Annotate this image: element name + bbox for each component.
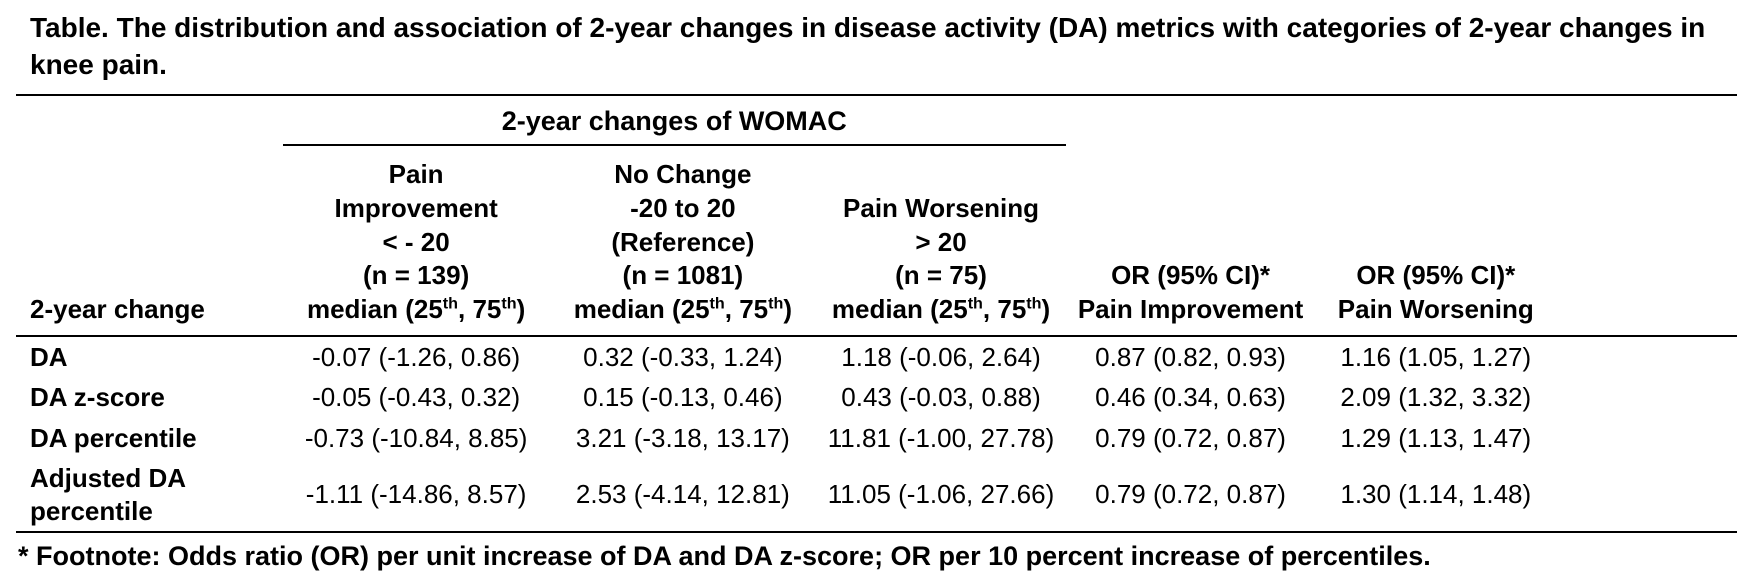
header-line: Pain Worsening bbox=[1337, 294, 1534, 325]
median-text: ) bbox=[1041, 294, 1051, 325]
table-cell: -1.11 (-14.86, 8.57) bbox=[282, 458, 550, 534]
ordinal-suffix: th bbox=[1026, 294, 1042, 313]
column-header-pain-improvement: Pain Improvement < - 20 (n = 139) median… bbox=[282, 145, 550, 337]
median-text: , 75 bbox=[458, 294, 502, 325]
empty-cell bbox=[1066, 96, 1316, 145]
median-label: median (25th, 75th) bbox=[820, 293, 1062, 327]
table-cell: 0.15 (-0.13, 0.46) bbox=[583, 382, 783, 413]
table-row: DA z-score -0.05 (-0.43, 0.32) 0.15 (-0.… bbox=[16, 377, 1737, 418]
table-cell: 0.32 (-0.33, 1.24) bbox=[583, 341, 783, 372]
table-cell: 0.79 (0.72, 0.87) bbox=[1095, 422, 1286, 453]
table-cell: 11.05 (-1.06, 27.66) bbox=[816, 458, 1066, 534]
median-text: ) bbox=[516, 294, 526, 325]
header-line: Improvement bbox=[334, 192, 498, 223]
header-line: < - 20 bbox=[382, 226, 450, 257]
header-line: OR (95% CI)* bbox=[1111, 260, 1270, 291]
filler-cell bbox=[1556, 377, 1737, 418]
column-header-pain-worsening: Pain Worsening > 20 (n = 75) median (25t… bbox=[816, 145, 1066, 337]
ordinal-suffix: th bbox=[768, 294, 784, 313]
header-line: Pain bbox=[388, 159, 444, 189]
ordinal-suffix: th bbox=[967, 294, 983, 313]
table-cell: 0.87 (0.82, 0.93) bbox=[1095, 341, 1286, 372]
table-cell: -0.73 (-10.84, 8.85) bbox=[304, 422, 528, 453]
header-line: No Change bbox=[614, 159, 752, 189]
table-cell: 1.29 (1.13, 1.47) bbox=[1340, 422, 1532, 453]
ordinal-suffix: th bbox=[442, 294, 459, 313]
column-header-2year-change: 2-year change bbox=[16, 145, 283, 337]
median-text: median (25 bbox=[573, 294, 710, 325]
ordinal-suffix: th bbox=[501, 294, 517, 313]
median-text: median (25 bbox=[306, 294, 443, 325]
table-cell: 11.81 (-1.00, 27.78) bbox=[827, 422, 1055, 453]
filler-cell bbox=[1556, 458, 1737, 534]
filler-cell bbox=[1556, 145, 1737, 337]
table-cell: -0.05 (-0.43, 0.32) bbox=[312, 382, 521, 413]
table-row: DA percentile -0.73 (-10.84, 8.85) 3.21 … bbox=[16, 418, 1737, 459]
empty-cell bbox=[1556, 96, 1737, 145]
ordinal-suffix: th bbox=[709, 294, 725, 313]
table-cell: 1.16 (1.05, 1.27) bbox=[1340, 341, 1532, 372]
header-line: (n = 1081) bbox=[622, 260, 744, 291]
header-line: > 20 bbox=[915, 226, 967, 257]
filler-cell bbox=[1556, 336, 1737, 378]
table-cell: 0.79 (0.72, 0.87) bbox=[1065, 458, 1316, 534]
table-cell: -0.07 (-1.26, 0.86) bbox=[312, 341, 521, 372]
results-table: 2-year changes of WOMAC 2-year change Pa… bbox=[16, 95, 1737, 534]
column-header-row: 2-year change Pain Improvement < - 20 (n… bbox=[16, 145, 1737, 337]
header-line: Pain Improvement bbox=[1077, 294, 1304, 325]
median-label: median (25th, 75th) bbox=[554, 293, 813, 327]
header-line: Pain Worsening bbox=[843, 192, 1040, 223]
womac-changes-spanner: 2-year changes of WOMAC bbox=[282, 95, 1066, 147]
row-label: DA percentile bbox=[30, 422, 197, 453]
row-label: DA z-score bbox=[30, 382, 165, 413]
header-line: (Reference) bbox=[611, 226, 755, 257]
table-cell: 1.18 (-0.06, 2.64) bbox=[841, 341, 1041, 372]
empty-cell bbox=[1315, 96, 1556, 145]
row-label: Adjusted DA percentile bbox=[16, 458, 283, 534]
table-cell: 2.53 (-4.14, 12.81) bbox=[549, 458, 817, 534]
footnote: * Footnote: Odds ratio (OR) per unit inc… bbox=[18, 541, 1431, 572]
table-row: Adjusted DA percentile -1.11 (-14.86, 8.… bbox=[16, 458, 1737, 534]
table-cell: 2.09 (1.32, 3.32) bbox=[1340, 382, 1532, 413]
header-line: (n = 75) bbox=[895, 260, 987, 291]
table-cell: 0.43 (-0.03, 0.88) bbox=[841, 382, 1041, 413]
median-text: , 75 bbox=[982, 294, 1027, 325]
table-row: DA -0.07 (-1.26, 0.86) 0.32 (-0.33, 1.24… bbox=[16, 336, 1737, 378]
table-cell: 3.21 (-3.18, 13.17) bbox=[575, 422, 790, 453]
empty-cell bbox=[16, 96, 283, 145]
column-header-no-change: No Change -20 to 20 (Reference) (n = 108… bbox=[549, 145, 817, 337]
table-cell: 1.30 (1.14, 1.48) bbox=[1315, 458, 1557, 534]
table-title: Table. The distribution and association … bbox=[16, 8, 1737, 96]
header-line: -20 to 20 bbox=[630, 192, 736, 223]
median-text: ) bbox=[783, 294, 793, 325]
header-line: (n = 139) bbox=[363, 260, 470, 291]
column-header-or-pain-worsening: OR (95% CI)* Pain Worsening bbox=[1315, 145, 1557, 337]
header-line: OR (95% CI)* bbox=[1356, 260, 1516, 291]
column-header-or-pain-improvement: OR (95% CI)* Pain Improvement bbox=[1065, 145, 1316, 337]
filler-cell bbox=[1556, 418, 1737, 459]
median-text: median (25 bbox=[831, 294, 968, 325]
spanner-header-row: 2-year changes of WOMAC bbox=[16, 95, 1737, 147]
row-label: DA bbox=[30, 341, 68, 372]
median-label: median (25th, 75th) bbox=[287, 293, 546, 327]
table-cell: 0.46 (0.34, 0.63) bbox=[1095, 382, 1286, 413]
median-text: , 75 bbox=[724, 294, 769, 325]
